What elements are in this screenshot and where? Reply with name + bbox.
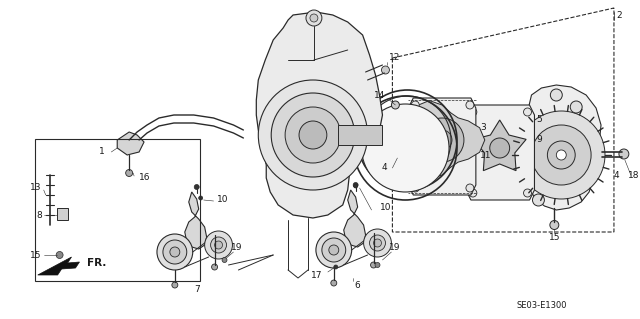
Text: 10: 10 <box>216 196 228 204</box>
Circle shape <box>271 93 355 177</box>
Text: 4: 4 <box>614 170 620 180</box>
Polygon shape <box>256 12 383 218</box>
Circle shape <box>322 238 346 262</box>
Circle shape <box>214 241 223 249</box>
Polygon shape <box>412 100 484 180</box>
Text: 2: 2 <box>616 11 621 19</box>
Circle shape <box>125 169 132 176</box>
Text: 18: 18 <box>628 170 639 180</box>
Circle shape <box>259 80 367 190</box>
Circle shape <box>420 118 464 162</box>
Circle shape <box>299 121 327 149</box>
Polygon shape <box>338 125 383 145</box>
Polygon shape <box>468 121 521 182</box>
Circle shape <box>518 111 605 199</box>
Text: SE03-E1300: SE03-E1300 <box>516 300 567 309</box>
Circle shape <box>222 257 227 263</box>
Circle shape <box>194 184 199 189</box>
Text: 1: 1 <box>99 147 104 157</box>
Circle shape <box>354 184 358 188</box>
Circle shape <box>550 89 563 101</box>
Text: 9: 9 <box>536 136 542 145</box>
Circle shape <box>412 101 419 109</box>
Circle shape <box>157 234 193 270</box>
Circle shape <box>490 138 509 158</box>
Circle shape <box>490 138 509 158</box>
Circle shape <box>198 196 203 200</box>
Text: 17: 17 <box>312 271 323 279</box>
Polygon shape <box>473 120 526 171</box>
Circle shape <box>469 189 477 197</box>
Circle shape <box>550 220 559 229</box>
Circle shape <box>392 101 399 109</box>
Text: 6: 6 <box>355 280 360 290</box>
Circle shape <box>412 184 419 192</box>
Text: 19: 19 <box>230 243 242 253</box>
Text: 4: 4 <box>382 164 387 173</box>
Circle shape <box>331 280 337 286</box>
Polygon shape <box>473 120 526 171</box>
Text: 10: 10 <box>380 204 391 212</box>
Bar <box>35 139 200 281</box>
Text: 16: 16 <box>139 174 150 182</box>
Circle shape <box>531 125 591 185</box>
Polygon shape <box>466 105 534 200</box>
Circle shape <box>310 14 318 22</box>
Circle shape <box>364 229 392 257</box>
Circle shape <box>316 232 351 268</box>
Text: 15: 15 <box>30 250 42 259</box>
Circle shape <box>556 150 566 160</box>
Circle shape <box>432 130 452 150</box>
Polygon shape <box>56 208 68 220</box>
Circle shape <box>466 101 474 109</box>
Circle shape <box>306 10 322 26</box>
Circle shape <box>212 264 218 270</box>
Text: 8: 8 <box>36 211 42 219</box>
Text: 5: 5 <box>536 115 542 124</box>
Circle shape <box>172 282 178 288</box>
Text: FR.: FR. <box>88 258 107 268</box>
Polygon shape <box>185 192 207 249</box>
Circle shape <box>547 141 575 169</box>
Circle shape <box>353 182 358 188</box>
Text: 11: 11 <box>480 151 492 160</box>
Text: 19: 19 <box>389 243 401 253</box>
Text: 13: 13 <box>30 183 42 192</box>
Circle shape <box>570 101 582 113</box>
Text: 7: 7 <box>194 286 200 294</box>
Circle shape <box>524 108 531 116</box>
Circle shape <box>374 239 381 247</box>
Circle shape <box>334 265 338 269</box>
Polygon shape <box>117 132 144 155</box>
Circle shape <box>329 245 339 255</box>
Polygon shape <box>344 190 365 247</box>
Circle shape <box>205 231 232 259</box>
Circle shape <box>56 251 63 258</box>
Text: 12: 12 <box>389 54 401 63</box>
Text: 3: 3 <box>480 123 486 132</box>
Circle shape <box>211 237 227 253</box>
Polygon shape <box>408 98 476 195</box>
Circle shape <box>371 262 376 268</box>
Text: 14: 14 <box>374 91 385 100</box>
Circle shape <box>163 240 187 264</box>
Circle shape <box>369 235 385 251</box>
Circle shape <box>619 149 629 159</box>
Text: 15: 15 <box>548 234 560 242</box>
Circle shape <box>466 184 474 192</box>
Circle shape <box>285 107 340 163</box>
Circle shape <box>375 263 380 268</box>
Polygon shape <box>38 257 79 275</box>
Circle shape <box>469 108 477 116</box>
Circle shape <box>524 189 531 197</box>
Circle shape <box>170 247 180 257</box>
Circle shape <box>362 104 449 192</box>
Polygon shape <box>527 85 601 210</box>
Circle shape <box>532 194 545 206</box>
Circle shape <box>381 66 389 74</box>
